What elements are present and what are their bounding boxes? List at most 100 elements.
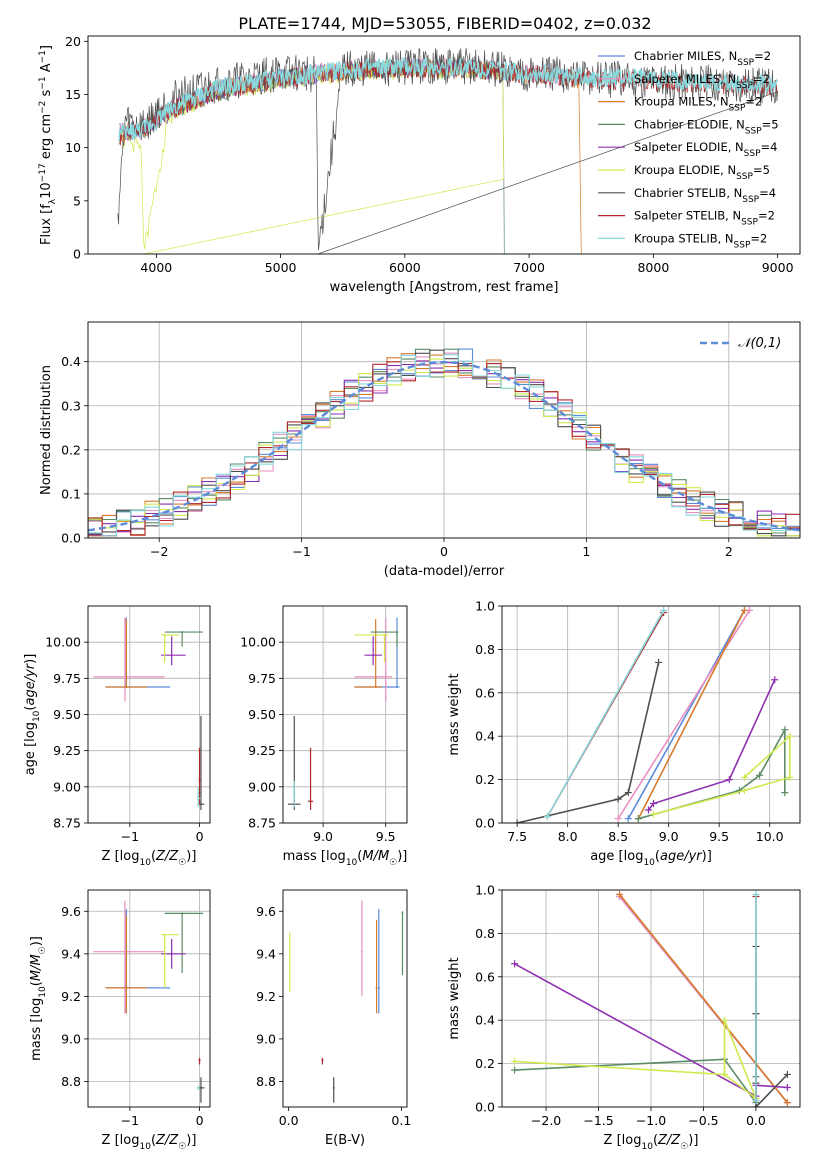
axes-frame [87, 605, 211, 824]
mass-weight-marker [781, 726, 789, 734]
y-tick-label: 9.4 [61, 946, 81, 961]
data-point [360, 950, 363, 953]
data-point [181, 912, 184, 915]
x-tick-label: 9.0 [313, 829, 333, 844]
data-point [377, 986, 380, 989]
x-axis-label: (data-model)/error [384, 564, 505, 579]
y-tick-label: 5 [73, 193, 81, 208]
mass-weight-line [517, 662, 660, 823]
x-tick-label: 4000 [140, 260, 172, 275]
y-tick-label: 9.00 [53, 779, 81, 794]
x-axis-label: mass [log10(M/M☉)] [283, 849, 408, 868]
legend-label: Salpeter MILES, NSSP=2 [634, 72, 770, 91]
axes-frame [87, 321, 801, 539]
mass-weight-marker [752, 1103, 760, 1107]
x-tick-label: 0.0 [746, 1113, 766, 1128]
data-point [163, 633, 166, 636]
mass-weight-marker [624, 789, 632, 797]
mass-weight-marker [614, 795, 622, 803]
x-tick-label: −2 [150, 544, 168, 559]
x-tick-label: 9000 [762, 260, 794, 275]
x-axis-label: wavelength [Angstrom, rest frame] [330, 280, 559, 295]
x-axis-label: Z [log10(Z/Z☉)] [604, 1133, 699, 1152]
data-point [170, 952, 173, 955]
y-tick-label: 8.75 [53, 816, 81, 831]
data-point [374, 686, 377, 689]
axes-frame [282, 889, 408, 1108]
x-tick-label: 0 [196, 1113, 204, 1128]
legend-label: Kroupa MILES, NSSP=2 [634, 95, 762, 114]
y-tick-label: 9.50 [248, 707, 276, 722]
plot-area [288, 900, 404, 1103]
data-point [199, 1086, 202, 1089]
plot-area [93, 900, 205, 1103]
y-tick-label: 9.00 [248, 779, 276, 794]
data-point [198, 1059, 201, 1062]
histogram-salpeter-stelib [88, 361, 800, 538]
data-point [163, 933, 166, 936]
x-tick-label: −1.5 [583, 1113, 613, 1128]
axes-frame [282, 605, 408, 824]
mass-weight-marker [752, 1096, 760, 1104]
x-tick-label: 2 [725, 544, 733, 559]
x-tick-label: 9.5 [376, 829, 396, 844]
figure-title: PLATE=1744, MJD=53055, FIBERID=0402, z=0… [238, 14, 651, 33]
panel-massweight_vs_Z: −2.0 −1.5 −1.0 −0.5 0.0 0.0 0.2 0.4 0.6 0.8 1.0 Z [… [447, 883, 801, 1152]
mass-weight-marker [511, 1057, 519, 1065]
y-tick-label: 9.50 [53, 707, 81, 722]
axes-frame [87, 35, 801, 255]
panel-spectrum: 4000 5000 6000 7000 8000 9000 0 5 10 15 20 waveleng… [38, 34, 801, 295]
legend-label: 𝒩(0,1) [738, 336, 781, 351]
y-tick-label: 0.3 [61, 398, 81, 413]
y-tick-label: 1.0 [475, 883, 495, 898]
mass-weight-marker [655, 658, 663, 666]
y-axis-label: Flux [fλ10−17 erg cm−2 s−1 A−1] [38, 45, 58, 245]
mass-weight-marker [634, 815, 642, 823]
y-axis-label: mass weight [447, 673, 462, 755]
x-tick-label: 8.0 [558, 829, 578, 844]
data-point [321, 1059, 324, 1062]
data-point [383, 633, 386, 636]
spectrum-line [118, 56, 778, 142]
y-tick-label: 9.2 [61, 989, 81, 1004]
x-tick-label: 0.0 [279, 1113, 299, 1128]
mass-weight-marker [783, 1083, 791, 1091]
x-tick-label: 0 [440, 544, 448, 559]
data-point [288, 952, 291, 955]
mass-weight-marker [511, 960, 519, 968]
y-tick-label: 0.8 [475, 926, 495, 941]
y-axis-label: mass weight [447, 957, 462, 1039]
mass-weight-line [617, 609, 751, 820]
panel-age_vs_Z: −1 0 8.75 9.00 9.25 9.50 9.75 10.00 Z [log10(Z/Z… [23, 605, 211, 868]
y-tick-label: 0.4 [61, 354, 81, 369]
y-tick-label: 9.25 [248, 743, 276, 758]
mass-weight-line [647, 679, 776, 811]
y-tick-label: 0 [73, 247, 81, 262]
x-tick-label: 10.0 [756, 829, 784, 844]
data-point [197, 1086, 200, 1089]
mass-weight-marker [720, 1070, 728, 1078]
data-point [332, 1086, 335, 1089]
spectrum-line [118, 59, 505, 254]
legend-label: Kroupa ELODIE, NSSP=5 [634, 163, 770, 182]
x-tick-label: −0.5 [688, 1113, 718, 1128]
mass-weight-line [546, 609, 665, 817]
y-tick-label: 0.0 [475, 1100, 495, 1115]
data-point [198, 778, 201, 781]
legend: Chabrier MILES, NSSP=2 Salpeter MILES, NS… [598, 49, 779, 250]
y-tick-label: 0.6 [475, 685, 495, 700]
mass-weight-marker [624, 815, 632, 823]
data-point [125, 986, 128, 989]
mass-weight-marker [614, 815, 622, 823]
legend-label: Kroupa STELIB, NSSP=2 [634, 231, 767, 250]
x-axis-label: Z [log10(Z/Z☉)] [102, 1133, 197, 1152]
x-tick-label: 9.5 [709, 829, 729, 844]
mass-weight-marker [740, 786, 748, 794]
data-point [372, 654, 375, 657]
panel-massweight_vs_age: 7.5 8.0 8.5 9.0 9.5 10.0 0.0 0.2 0.4 0.6 0.8 1.0 age… [447, 599, 801, 868]
x-tick-label: 5000 [265, 260, 297, 275]
data-point [199, 803, 202, 806]
mass-weight-marker [752, 890, 760, 898]
data-point [395, 686, 398, 689]
